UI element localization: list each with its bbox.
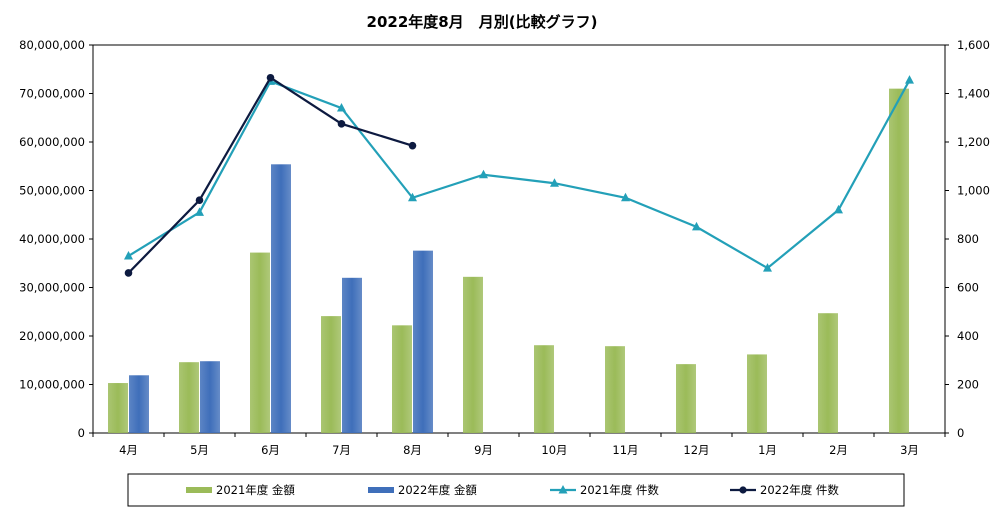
bar [605,346,625,433]
x-axis-tick-label: 2月 [829,443,848,457]
point [195,207,204,216]
point [479,169,488,179]
x-axis-tick-label: 10月 [541,443,567,457]
right-axis-tick-label: 1,600 [957,38,990,52]
x-axis-tick-label: 1月 [758,443,777,457]
right-axis-tick-label: 600 [957,281,979,295]
point [621,192,630,202]
bar [321,316,341,433]
x-axis-tick-label: 3月 [900,443,919,457]
bar [534,345,554,433]
legend-marker [739,486,747,494]
point [834,204,843,214]
right-axis-tick-label: 400 [957,329,979,343]
legend-label: 2021年度 件数 [580,483,659,497]
right-axis-tick-label: 800 [957,232,979,246]
point [124,250,133,260]
point [905,75,914,84]
point [408,192,417,202]
left-axis-tick-label: 40,000,000 [19,232,85,246]
bar [200,361,220,433]
bar [250,252,270,433]
plot-frame [92,44,946,434]
left-axis-tick-label: 20,000,000 [19,329,85,343]
x-axis-tick-label: 11月 [612,443,638,457]
legend-label: 2022年度 金額 [398,483,477,497]
bar [463,276,483,433]
x-axis-tick-label: 12月 [683,443,709,457]
series-line [127,79,911,270]
point [692,221,701,231]
x-axis-tick-label: 6月 [261,443,280,457]
point [550,178,559,187]
bar [818,313,838,433]
left-axis-tick-label: 30,000,000 [19,281,85,295]
legend-box [127,473,905,507]
point [266,73,275,82]
left-axis-tick-label: 70,000,000 [19,87,85,101]
point [124,269,133,277]
bar [108,383,128,433]
point [763,263,772,272]
x-axis-tick-label: 5月 [190,443,209,457]
bar [129,375,149,433]
left-axis-tick-label: 10,000,000 [19,378,85,392]
series-line [127,76,413,274]
right-axis-tick-label: 200 [957,378,979,392]
x-axis-tick-label: 4月 [119,443,138,457]
left-axis-tick-label: 80,000,000 [19,38,85,52]
bar [271,164,291,433]
x-axis-tick-label: 7月 [332,443,351,457]
x-axis-tick-label: 8月 [403,443,422,457]
legend-label: 2021年度 金額 [216,483,295,497]
plot-area: 0 10,000,000 20,000,000 30,000,000 40,000,00… [19,38,990,457]
bar [179,362,199,433]
legend-swatch [186,487,212,493]
bar [676,364,696,433]
legend-label: 2022年度 件数 [760,483,839,497]
left-axis-tick-label: 60,000,000 [19,135,85,149]
bar [342,277,362,433]
left-axis-tick-label: 0 [78,426,85,440]
legend-swatch [368,487,394,493]
bar [747,354,767,433]
legend: 2021年度 金額 2022年度 金額 2021年度 件数 2022年度 件数 [127,473,905,507]
bar [413,250,433,433]
right-axis-tick-label: 1,400 [957,87,990,101]
x-axis-tick-label: 9月 [474,443,493,457]
bar [392,325,412,433]
right-axis-tick-label: 1,200 [957,135,990,149]
bar [889,88,909,434]
chart-title: 2022年度8月 月別(比較グラフ) [367,13,598,31]
legend-marker [558,485,568,494]
right-axis-tick-label: 1,000 [957,184,990,198]
point [337,120,346,128]
right-axis-tick-label: 0 [957,426,964,440]
left-axis-tick-label: 50,000,000 [19,184,85,198]
point [195,196,204,204]
point [408,141,417,150]
point [337,103,346,112]
